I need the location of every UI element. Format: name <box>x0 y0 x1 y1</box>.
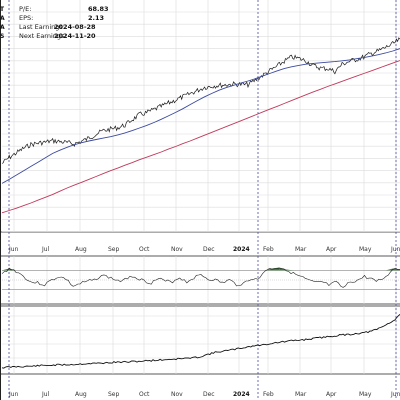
x-tick-label: Nov <box>171 391 183 398</box>
x-tick-label: Feb <box>263 391 274 398</box>
left-edge-label: A <box>0 15 5 22</box>
rsi-overbought-fill <box>385 268 393 271</box>
x-tick-label: Jun <box>8 246 19 253</box>
left-edge-label: A <box>0 24 5 31</box>
x-tick-label: Dec <box>203 391 215 398</box>
x-tick-label: Jun <box>8 391 19 398</box>
x-tick-labels-bottom: Jun Jul Aug Sep Oct Nov Dec 2024 Feb Mar Apr May Jun <box>8 391 400 398</box>
info-key-last-earnings: Last Earnings: <box>19 23 65 31</box>
rsi-overbought-fill <box>286 269 294 271</box>
x-tick-label: Mar <box>295 246 307 253</box>
series-lines <box>1 37 400 369</box>
rsi-overbought-fill <box>9 268 17 271</box>
x-tick-label: Oct <box>139 391 150 398</box>
price-line <box>1 37 400 164</box>
left-edge-label: T <box>0 6 5 13</box>
x-tick-label: Aug <box>75 391 87 398</box>
x-tick-label: Apr <box>326 391 337 398</box>
relative-strength-line <box>1 314 400 369</box>
info-key-pe: P/E: <box>19 5 31 13</box>
x-tick-label: Jul <box>41 391 50 398</box>
rsi-fill-areas <box>2 267 400 271</box>
rsi-line <box>1 267 400 288</box>
info-value-last-earnings: 2024-08-28 <box>54 23 96 31</box>
info-value-pe: 68.83 <box>88 5 109 13</box>
year-separators <box>8 0 397 400</box>
x-tick-label: Jul <box>41 246 50 253</box>
info-key-next-earnings: Next Earnings: <box>19 32 67 40</box>
x-tick-label: Nov <box>171 246 183 253</box>
x-tick-label: Jun <box>390 391 400 398</box>
x-tick-label: Jun <box>390 246 400 253</box>
x-tick-label: Dec <box>203 246 215 253</box>
x-tick-label: Mar <box>295 391 307 398</box>
rsi-overbought-fill <box>2 268 10 271</box>
x-tick-label: Apr <box>326 246 337 253</box>
x-tick-label: 2024 <box>233 246 250 253</box>
rsi-overbought-fill <box>392 268 400 271</box>
info-value-eps: 2.13 <box>88 14 104 22</box>
x-tick-label: May <box>359 391 372 398</box>
info-box: P/E: 68.83 EPS: 2.13 Last Earnings: 2024… <box>0 5 109 40</box>
info-key-eps: EPS: <box>19 14 33 22</box>
grid-lines <box>2 0 400 374</box>
x-tick-label: 2024 <box>233 391 250 398</box>
x-tick-labels-top: Jun Jul Aug Sep Oct Nov Dec 2024 Feb Mar Apr May Jun <box>8 246 400 253</box>
x-tick-label: Sep <box>108 246 120 253</box>
x-tick-label: Oct <box>139 246 150 253</box>
x-tick-label: Aug <box>75 246 87 253</box>
x-tick-label: Sep <box>108 391 120 398</box>
moving-average-short-line <box>1 48 400 184</box>
rsi-overbought-fill <box>264 268 273 271</box>
moving-average-long-line <box>1 60 400 214</box>
x-tick-label: May <box>359 246 372 253</box>
info-value-next-earnings: 2024-11-20 <box>54 32 96 40</box>
x-tick-label: Feb <box>263 246 274 253</box>
left-edge-label: S <box>0 33 4 40</box>
